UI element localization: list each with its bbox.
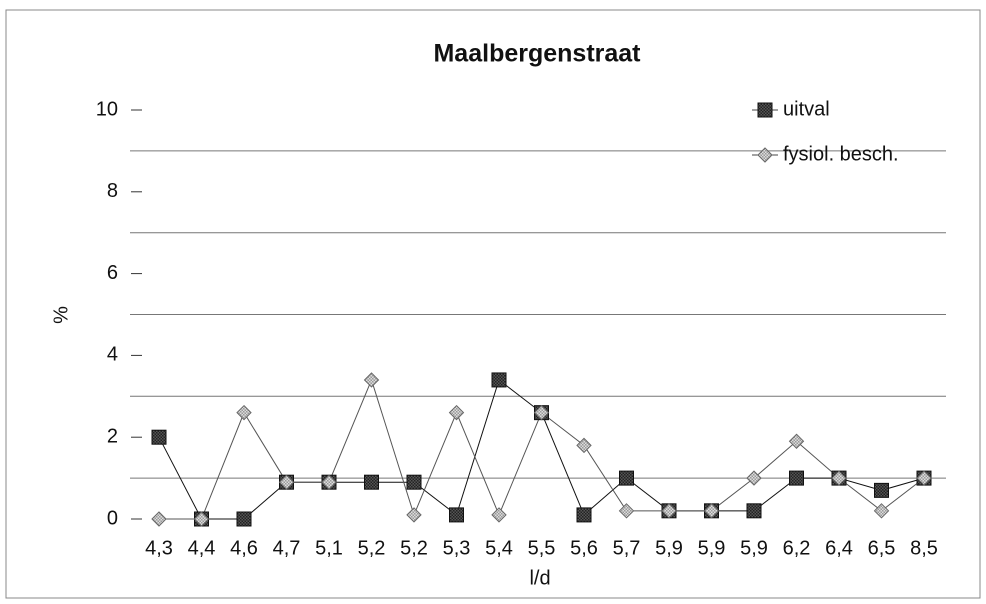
x-tick-label: 6,2 bbox=[783, 537, 811, 559]
x-tick-label: 4,6 bbox=[230, 537, 258, 559]
marker bbox=[789, 470, 804, 486]
marker bbox=[576, 507, 592, 523]
marker bbox=[703, 503, 720, 519]
marker bbox=[491, 507, 507, 523]
marker bbox=[151, 429, 167, 445]
marker bbox=[757, 102, 773, 118]
x-tick-label: 6,5 bbox=[868, 537, 896, 559]
marker bbox=[236, 404, 252, 421]
x-tick-label: 6,4 bbox=[825, 537, 853, 559]
x-tick-label: 4,7 bbox=[273, 537, 301, 559]
legend-label: uitval bbox=[783, 98, 830, 120]
chart-title: Maalbergenstraat bbox=[433, 40, 641, 68]
marker bbox=[193, 511, 210, 527]
x-tick-label: 8,5 bbox=[910, 537, 938, 559]
marker bbox=[661, 503, 677, 519]
marker bbox=[448, 404, 465, 421]
x-tick-label: 4,3 bbox=[145, 537, 173, 559]
marker bbox=[873, 503, 890, 519]
x-tick-label: 5,7 bbox=[613, 537, 641, 559]
marker bbox=[874, 482, 889, 498]
marker bbox=[746, 503, 762, 519]
x-axis-label: l/d bbox=[529, 567, 550, 589]
legend-label: fysiol. besch. bbox=[783, 143, 899, 165]
marker bbox=[831, 470, 847, 486]
x-tick-label: 5,2 bbox=[358, 537, 386, 559]
x-tick-label: 5,9 bbox=[698, 537, 726, 559]
marker bbox=[151, 511, 167, 527]
marker bbox=[363, 372, 380, 388]
marker bbox=[449, 507, 464, 523]
x-tick-label: 5,3 bbox=[443, 537, 471, 559]
marker bbox=[788, 433, 805, 449]
x-tick-label: 5,1 bbox=[315, 537, 343, 559]
series-line bbox=[159, 378, 925, 520]
x-tick-label: 5,9 bbox=[740, 537, 768, 559]
y-tick-label: 2 bbox=[107, 425, 118, 447]
x-tick-label: 5,6 bbox=[570, 537, 598, 559]
marker bbox=[406, 507, 422, 523]
marker bbox=[757, 147, 773, 163]
marker bbox=[321, 474, 337, 490]
y-axis-label: % bbox=[50, 306, 72, 324]
marker bbox=[916, 470, 932, 486]
marker bbox=[746, 470, 762, 486]
marker bbox=[278, 474, 295, 490]
marker bbox=[236, 511, 252, 527]
marker bbox=[619, 470, 634, 486]
y-tick-label: 10 bbox=[96, 98, 118, 120]
chart-border bbox=[5, 9, 981, 599]
x-tick-label: 5,4 bbox=[485, 537, 513, 559]
marker bbox=[618, 503, 635, 519]
marker bbox=[491, 372, 507, 388]
x-tick-label: 4,4 bbox=[188, 537, 216, 559]
y-tick-label: 0 bbox=[107, 507, 118, 529]
series-line bbox=[158, 379, 925, 520]
x-tick-label: 5,2 bbox=[400, 537, 428, 559]
marker bbox=[364, 474, 379, 490]
marker bbox=[576, 437, 592, 454]
y-tick-label: 4 bbox=[107, 344, 118, 366]
y-tick-label: 8 bbox=[107, 180, 118, 202]
y-tick-label: 6 bbox=[107, 262, 118, 284]
x-tick-label: 5,5 bbox=[528, 537, 556, 559]
x-tick-label: 5,9 bbox=[655, 537, 683, 559]
marker bbox=[533, 404, 550, 421]
marker bbox=[406, 474, 422, 490]
